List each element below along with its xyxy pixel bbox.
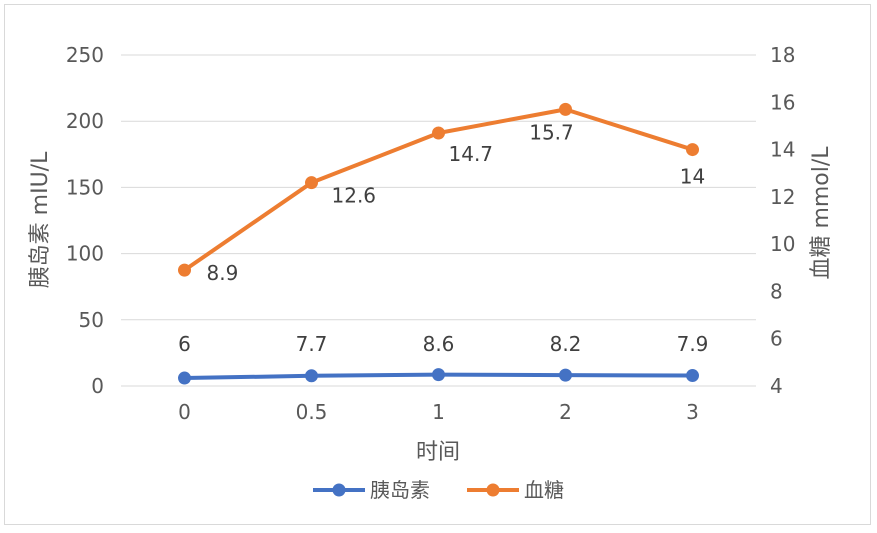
data-label-glucose: 14	[680, 165, 705, 189]
data-labels: 6 7.7 8.6 8.2 7.9 8.9 12.6 14.7 15.7 14	[178, 120, 708, 356]
data-label-insulin: 8.2	[550, 332, 582, 356]
data-point	[178, 371, 191, 385]
legend-item-insulin[interactable]: 胰岛素	[313, 478, 430, 502]
data-point	[432, 126, 445, 140]
right-axis-title: 血糖 mmol/L	[809, 146, 834, 280]
y-left-tick-label: 0	[91, 374, 104, 398]
y-left-tick-label: 150	[66, 175, 104, 199]
data-point	[305, 369, 318, 383]
legend-insulin-marker	[332, 483, 346, 497]
data-label-glucose: 8.9	[207, 261, 239, 285]
x-tick-label: 1	[432, 400, 445, 424]
y-right-tick-label: 14	[770, 138, 795, 162]
data-label-glucose: 15.7	[529, 120, 574, 144]
data-label-glucose: 14.7	[449, 142, 494, 166]
data-point	[559, 102, 572, 116]
legend-item-glucose[interactable]: 血糖	[467, 478, 564, 502]
right-axis-ticks: 4 6 8 10 12 14 16 18	[770, 43, 795, 398]
y-right-tick-label: 10	[770, 232, 795, 256]
x-tick-label: 0	[178, 400, 191, 424]
data-point	[686, 143, 699, 157]
data-point	[178, 263, 191, 277]
data-point	[559, 368, 572, 382]
y-right-tick-label: 4	[770, 374, 783, 398]
legend-glucose-marker	[486, 483, 500, 497]
data-label-insulin: 8.6	[423, 332, 455, 356]
data-label-glucose: 12.6	[332, 184, 377, 208]
data-point	[305, 176, 318, 190]
chart-frame	[4, 4, 871, 525]
x-axis-title: 时间	[416, 440, 460, 465]
y-left-tick-label: 200	[66, 109, 104, 133]
y-right-tick-label: 8	[770, 279, 783, 303]
legend-glucose-label: 血糖	[524, 478, 564, 502]
data-point	[432, 368, 445, 382]
data-point	[686, 369, 699, 383]
x-tick-label: 3	[686, 400, 699, 424]
y-right-tick-label: 6	[770, 327, 783, 351]
data-label-insulin: 7.7	[296, 332, 328, 356]
y-left-tick-label: 100	[66, 242, 104, 266]
gridlines	[121, 54, 756, 387]
legend-insulin-label: 胰岛素	[370, 478, 430, 502]
left-axis-title: 胰岛素 mIU/L	[28, 151, 53, 288]
x-tick-label: 2	[559, 400, 572, 424]
y-right-tick-label: 12	[770, 185, 795, 209]
left-axis-ticks: 0 50 100 150 200 250	[66, 43, 104, 398]
y-right-tick-label: 18	[770, 43, 795, 67]
legend: 胰岛素 血糖	[313, 478, 564, 502]
x-axis-ticks: 0 0.5 1 2 3	[178, 400, 699, 424]
data-label-insulin: 7.9	[677, 332, 709, 356]
series-group	[178, 102, 699, 385]
y-left-tick-label: 50	[79, 308, 104, 332]
x-tick-label: 0.5	[296, 400, 328, 424]
y-right-tick-label: 16	[770, 90, 795, 114]
y-left-tick-label: 250	[66, 43, 104, 67]
data-label-insulin: 6	[178, 332, 191, 356]
